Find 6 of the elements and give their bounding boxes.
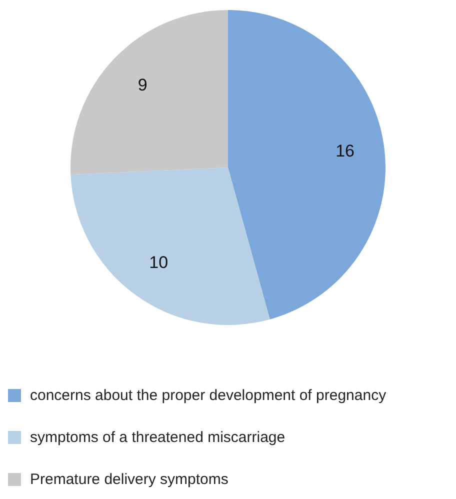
data-label: 9 xyxy=(138,76,148,95)
data-label: 16 xyxy=(336,141,355,160)
data-label: 10 xyxy=(149,252,168,272)
legend-label: symptoms of a threatened miscarriage xyxy=(30,428,286,446)
legend-label: Premature delivery symptoms xyxy=(30,470,228,488)
legend-label: concerns about the proper development of pregnancy xyxy=(30,386,386,404)
